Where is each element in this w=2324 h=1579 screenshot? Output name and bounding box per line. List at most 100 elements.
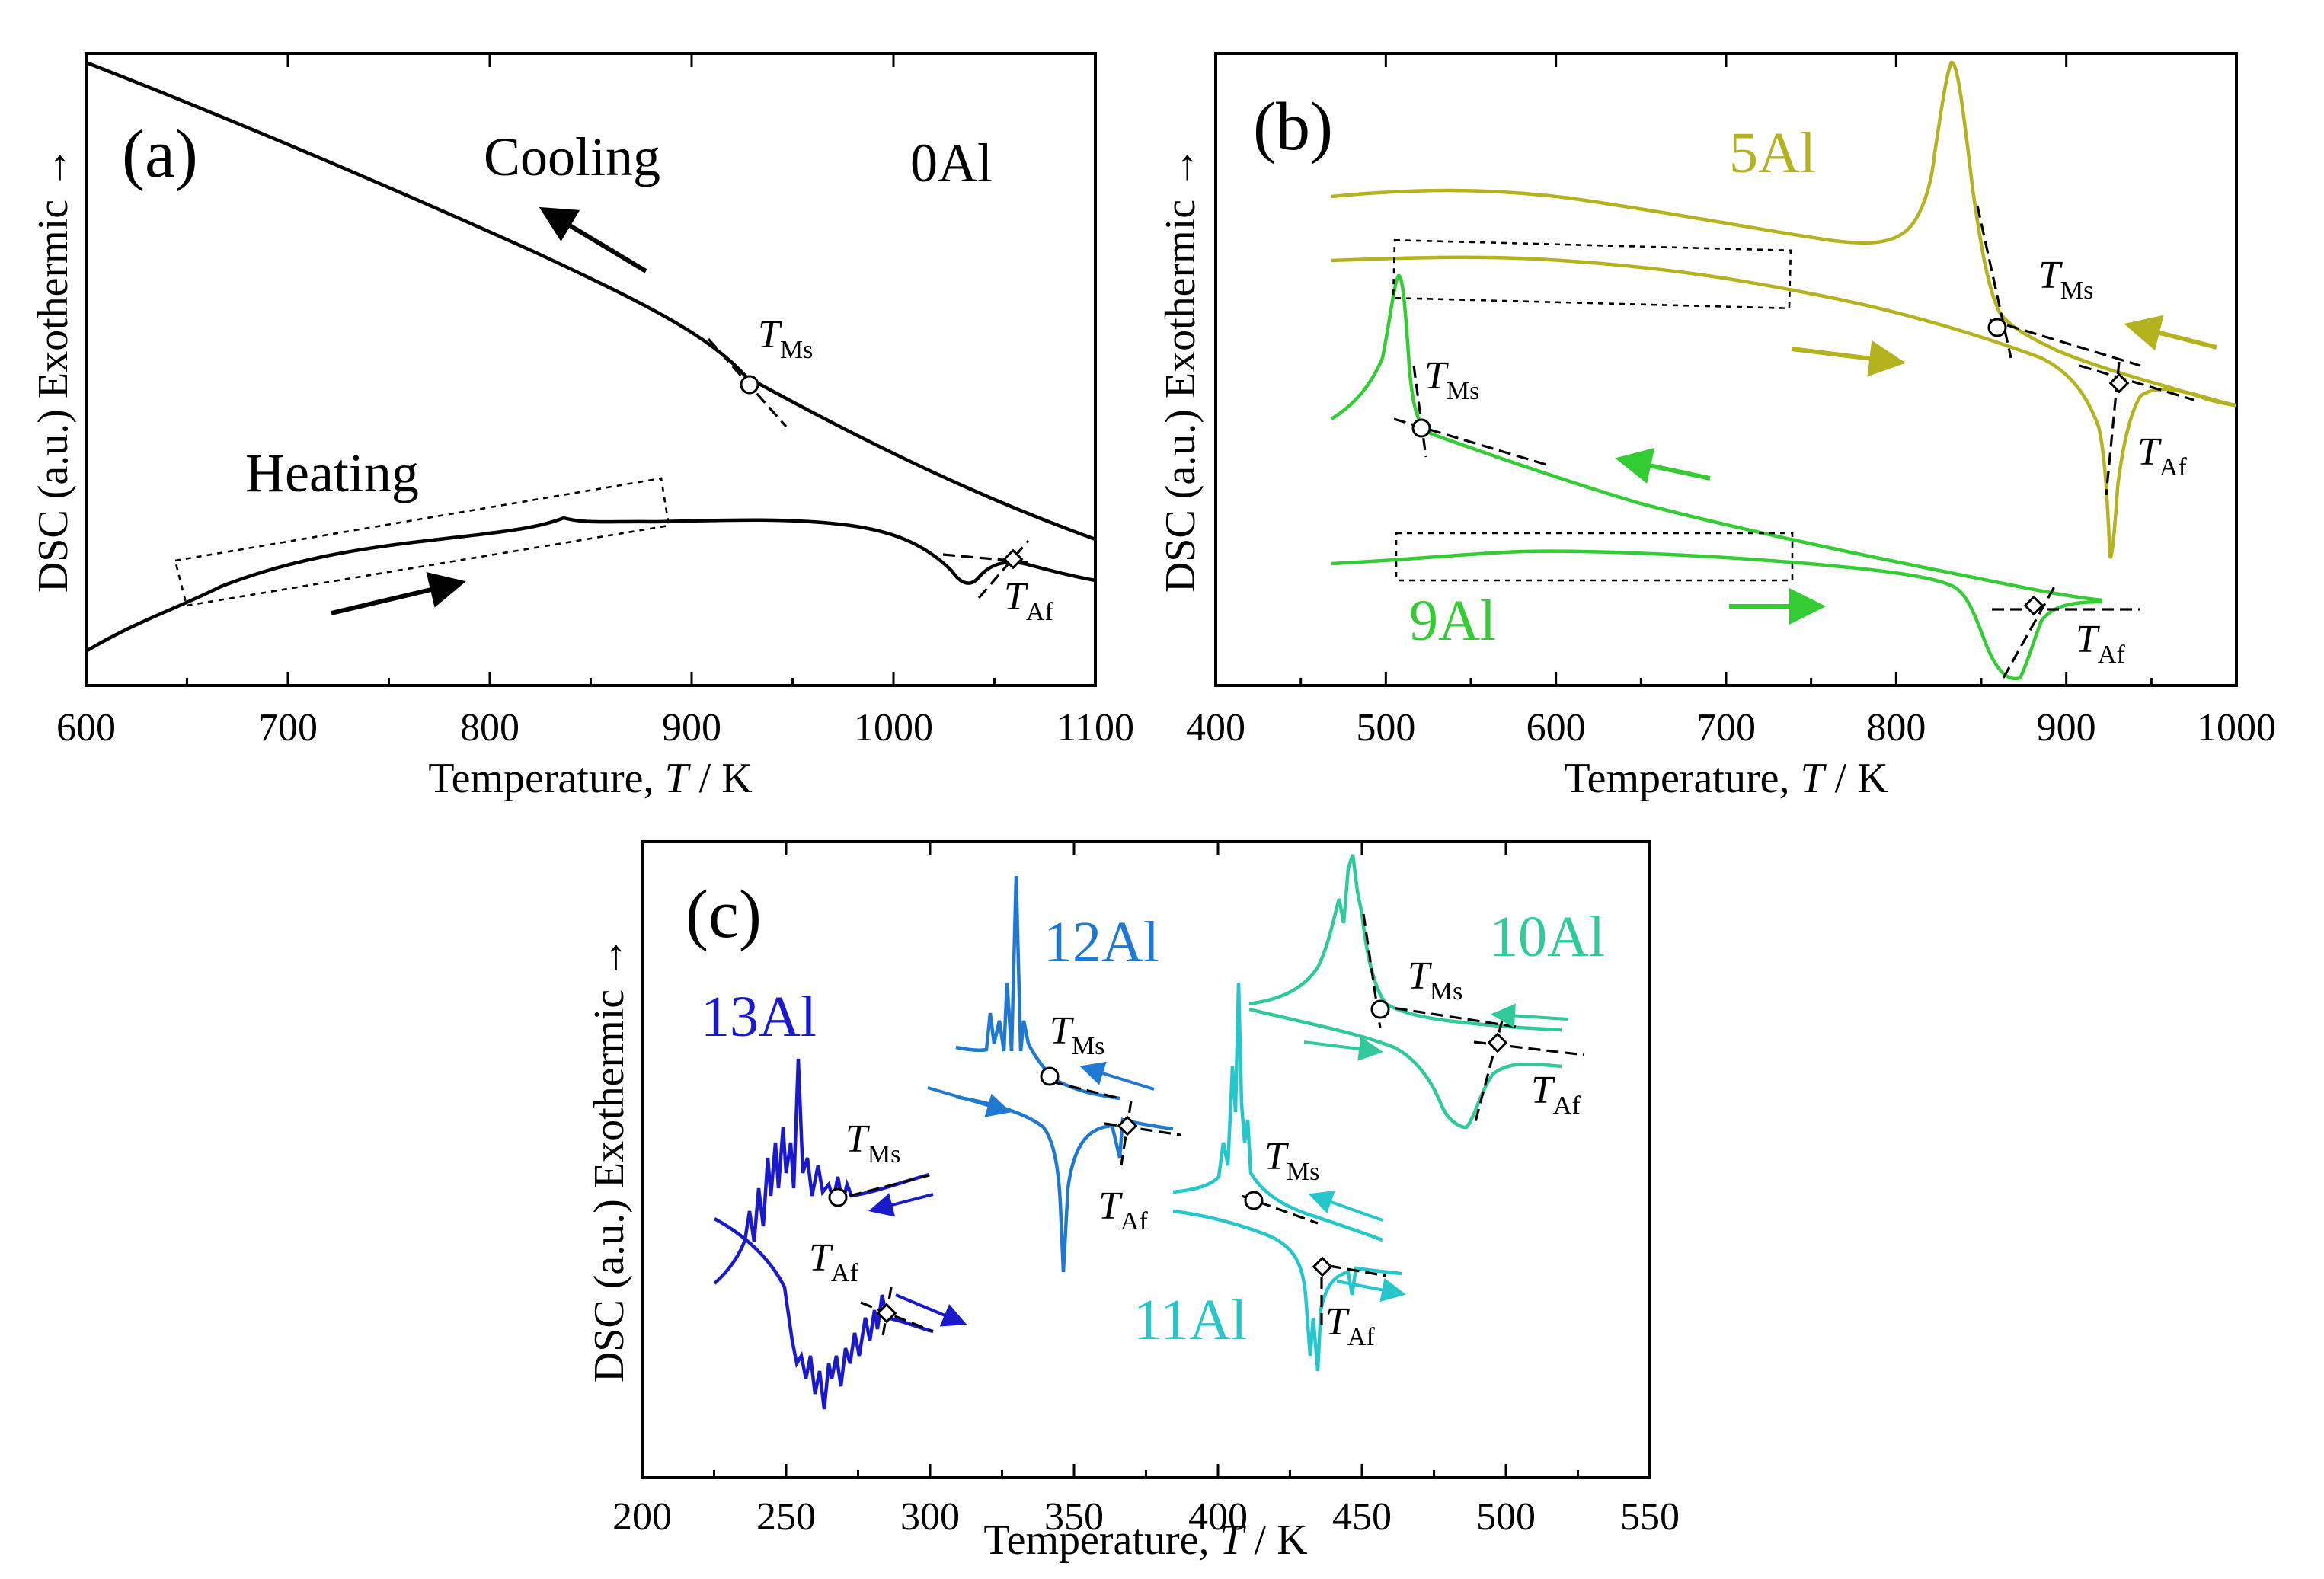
cooling-arrow — [539, 206, 647, 273]
tms-label-11al: TMs — [1264, 1135, 1319, 1186]
label-10al: 10Al — [1489, 905, 1605, 969]
taf-9al-construction — [1992, 582, 2140, 679]
x-tick-label: 600 — [56, 706, 116, 750]
panel-c-x-ticks: 200 250 300 350 400 450 500 550 — [612, 842, 1680, 1539]
panel-a-x-ticks: 600 700 800 900 1000 1100 — [56, 53, 1134, 750]
curve-0al-heating — [85, 516, 1096, 653]
panel-c-x-axis-label: Temperature, T / K — [983, 1517, 1307, 1564]
taf-marker-12al — [1117, 1115, 1138, 1136]
taf-marker-13al — [876, 1303, 897, 1324]
taf-marker-5al — [2108, 372, 2130, 394]
arrow-5al-cooling — [2124, 315, 2217, 351]
arrow-12al-heating — [927, 1086, 1012, 1117]
panel-a-label: (a) — [122, 117, 198, 192]
tms-marker-9al — [1411, 418, 1431, 438]
x-tick-label: 200 — [612, 1495, 672, 1539]
taf-12al-construction — [1104, 1100, 1181, 1166]
x-tick-label: 500 — [1356, 706, 1415, 750]
x-tick-label: 450 — [1332, 1495, 1392, 1539]
label-cooling: Cooling — [484, 126, 660, 187]
tms-label-12al: TMs — [1050, 1009, 1104, 1060]
x-tick-label: 600 — [1526, 706, 1586, 750]
x-tick-label: 550 — [1620, 1495, 1680, 1539]
tms-label-5al: TMs — [2038, 254, 2093, 305]
curve-12al-cooling — [955, 875, 1120, 1101]
taf-13al-construction — [860, 1287, 934, 1341]
curve-9al-heating — [1331, 549, 2103, 681]
panel-b-y-axis-label: DSC (a.u.) Exothermic → — [1157, 146, 1204, 593]
arrow-11al-cooling — [1308, 1190, 1383, 1222]
x-tick-label: 250 — [756, 1495, 816, 1539]
tms-marker-13al — [828, 1187, 848, 1207]
taf-10al-construction — [1472, 1020, 1585, 1128]
curve-13al-cooling — [713, 1058, 930, 1285]
panel-b-x-ticks: 400 500 600 700 800 900 1000 — [1186, 53, 2276, 750]
tms-label-a: TMs — [758, 313, 813, 364]
taf-11al-construction — [1312, 1253, 1387, 1325]
label-12al: 12Al — [1044, 910, 1159, 974]
panel-b-x-axis-label: Temperature, T / K — [1564, 755, 1888, 802]
arrow-12al-cooling — [1079, 1061, 1155, 1091]
taf-label-13al: TAf — [809, 1236, 858, 1287]
curve-11al-cooling — [1172, 982, 1383, 1242]
x-tick-label: 1100 — [1057, 706, 1134, 750]
box-5al — [1392, 238, 1792, 310]
label-11al: 11Al — [1133, 1288, 1247, 1352]
curve-0al-cooling — [85, 60, 1096, 542]
tms-13al-construction — [828, 1174, 930, 1207]
curve-12al-heating — [955, 1095, 1174, 1273]
tms-marker-5al — [1987, 318, 2007, 337]
x-tick-label: 300 — [900, 1495, 960, 1539]
x-tick-label: 800 — [460, 706, 519, 750]
label-heating: Heating — [245, 443, 419, 503]
x-tick-label: 1000 — [2197, 706, 2276, 750]
panel-b-label: (b) — [1253, 89, 1333, 165]
panel-c-label: (c) — [686, 877, 762, 952]
tms-9al-construction — [1393, 365, 1547, 466]
taf-marker — [1002, 548, 1024, 570]
tms-marker — [740, 375, 759, 395]
arrow-10al-heating — [1303, 1037, 1383, 1061]
box-9al — [1395, 532, 1794, 582]
tms-marker-11al — [1244, 1191, 1264, 1210]
x-tick-label: 500 — [1476, 1495, 1536, 1539]
curve-10al-heating — [1248, 1007, 1562, 1130]
x-tick-label: 700 — [1696, 706, 1756, 750]
taf-label-10al: TAf — [1531, 1069, 1581, 1120]
curve-5al-cooling — [1331, 60, 2237, 408]
x-tick-label: 400 — [1188, 1495, 1248, 1539]
heating-arrow — [331, 571, 466, 615]
panel-c-y-axis-label: DSC (a.u.) Exothermic → — [586, 936, 633, 1382]
x-tick-label: 800 — [1866, 706, 1926, 750]
curve-11al-heating — [1172, 1209, 1402, 1372]
curve-9al-cooling — [1330, 273, 2103, 603]
tms-0al-construction — [707, 337, 788, 428]
tms-label-10al: TMs — [1408, 954, 1462, 1005]
tms-marker-12al — [1040, 1066, 1060, 1086]
panel-b-frame — [1214, 52, 2238, 687]
tms-marker-10al — [1370, 999, 1390, 1019]
panel-b: 400 500 600 700 800 900 1000 — [1157, 52, 2276, 802]
taf-marker-11al — [1312, 1256, 1333, 1277]
tms-11al-construction — [1241, 1191, 1319, 1225]
panel-a: 600 700 800 900 1000 1100 (a) Cooling Heating… — [30, 52, 1134, 802]
arrow-11al-heating — [1336, 1277, 1406, 1303]
taf-marker-9al — [2023, 595, 2044, 616]
arrow-9al-cooling — [1615, 448, 1711, 484]
x-tick-label: 700 — [258, 706, 318, 750]
tms-label-9al: TMs — [1424, 354, 1479, 405]
taf-label-a: TAf — [1004, 575, 1053, 626]
x-tick-label: 900 — [2037, 706, 2096, 750]
tms-12al-construction — [1040, 1066, 1120, 1100]
curve-13al-heating — [713, 1217, 934, 1410]
taf-marker-10al — [1487, 1032, 1508, 1053]
taf-5al-construction — [2079, 361, 2195, 496]
arrow-13al-heating — [895, 1293, 967, 1327]
tms-5al-construction — [1976, 205, 2141, 367]
label-13al: 13Al — [701, 985, 817, 1049]
label-0al: 0Al — [910, 133, 993, 193]
taf-label-5al: TAf — [2137, 430, 2187, 481]
panel-c: 200 250 300 350 400 450 500 550 13Al TMs TAf — [586, 840, 1680, 1564]
label-5al: 5Al — [1729, 121, 1816, 185]
